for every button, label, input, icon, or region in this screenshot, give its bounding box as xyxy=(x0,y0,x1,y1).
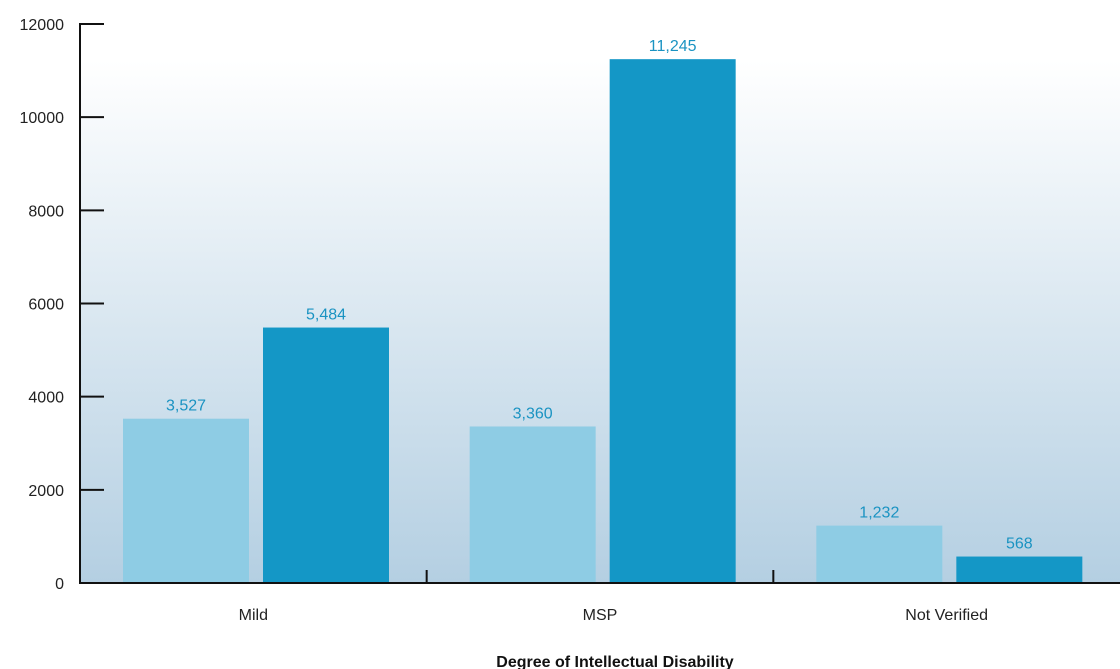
y-tick-label: 4000 xyxy=(28,390,64,407)
x-tick-label-mild: Mild xyxy=(239,607,268,624)
data-label: 3,360 xyxy=(513,405,553,422)
y-tick-label: 6000 xyxy=(28,297,64,314)
y-tick-label: 2000 xyxy=(28,483,64,500)
x-axis-title: Degree of Intellectual Disability xyxy=(496,654,734,669)
y-tick-label: 8000 xyxy=(28,203,64,220)
data-label: 3,527 xyxy=(166,398,206,415)
data-label: 11,245 xyxy=(649,38,697,55)
bar-mild-series-2 xyxy=(263,327,389,583)
data-label: 568 xyxy=(1006,536,1033,553)
bar-msp-series-1 xyxy=(469,426,596,583)
y-tick-label: 0 xyxy=(55,576,64,593)
data-label: 5,484 xyxy=(306,307,346,324)
bar-not-verified-series-2 xyxy=(956,556,1083,583)
plot-background xyxy=(80,60,1120,583)
y-tick-label: 10000 xyxy=(20,110,65,127)
bar-msp-series-2 xyxy=(609,59,736,584)
bar-mild-series-1 xyxy=(123,418,249,583)
bar-not-verified-series-1 xyxy=(816,525,943,583)
data-label: 1,232 xyxy=(859,505,899,522)
y-tick-label: 12000 xyxy=(20,17,65,34)
x-tick-label-not-verified: Not Verified xyxy=(905,607,988,624)
x-tick-label-msp: MSP xyxy=(583,607,618,624)
